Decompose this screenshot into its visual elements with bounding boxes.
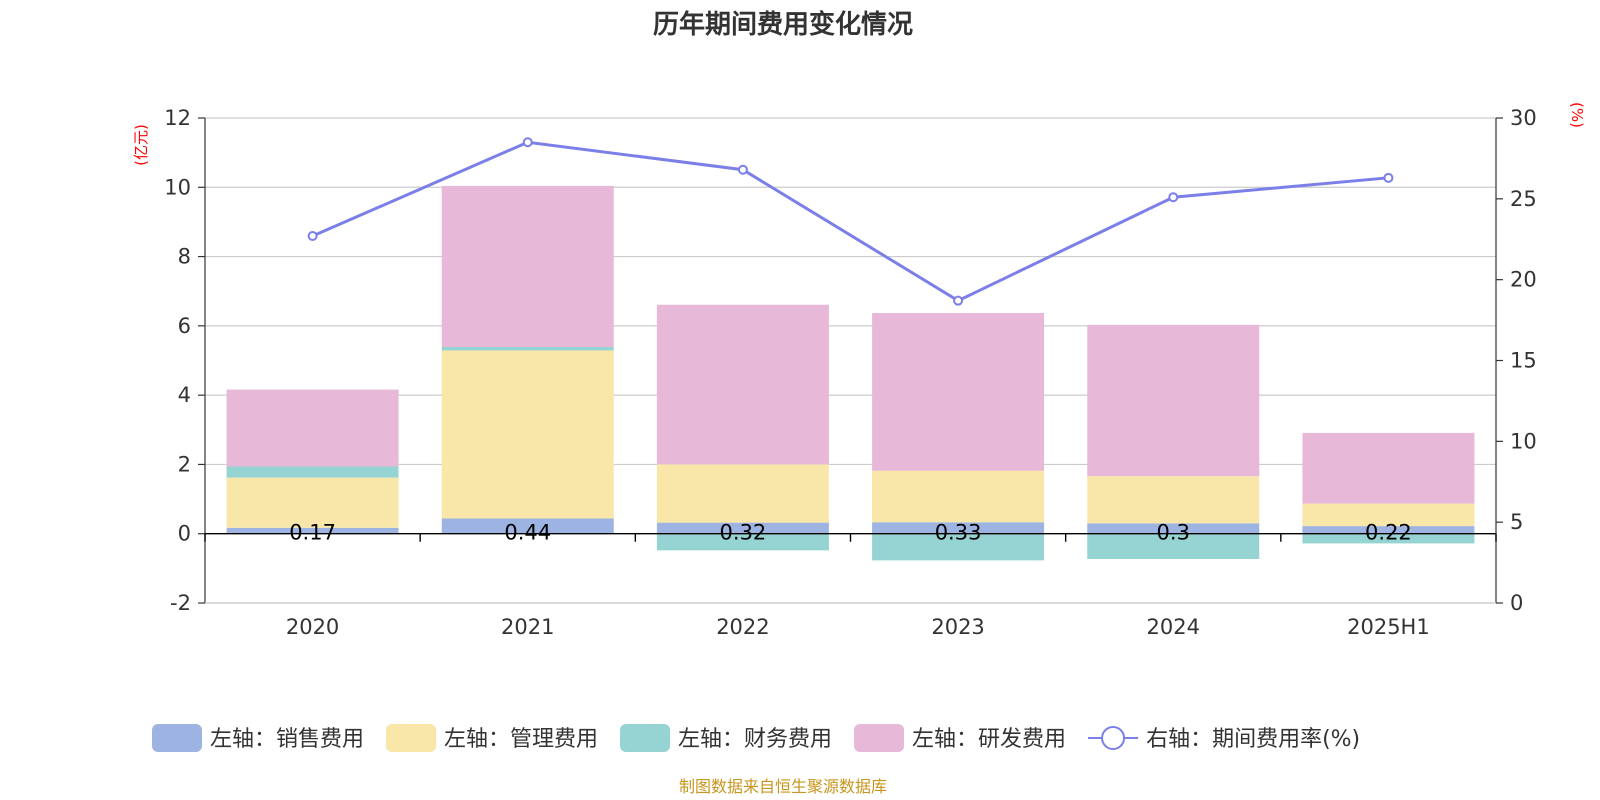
y-left-tick-label: 8 xyxy=(178,245,191,269)
bars xyxy=(226,185,1475,561)
x-tick-label: 2023 xyxy=(931,615,984,639)
bar-segment xyxy=(1302,533,1475,544)
bar-segment xyxy=(872,470,1045,523)
rate-point xyxy=(737,164,748,175)
bar-segment xyxy=(1087,324,1260,477)
y-right-unit-label: (%) xyxy=(1568,102,1586,128)
bar-segment xyxy=(872,533,1045,561)
bar-segment xyxy=(226,527,399,534)
bar-segment xyxy=(1302,526,1475,534)
x-tick-label: 2021 xyxy=(501,615,554,639)
bar-segment xyxy=(1087,476,1260,524)
rate-point xyxy=(307,231,318,242)
data-labels: 0.17 0.44 0.32 0.33 0.3 0.22 xyxy=(289,521,1412,545)
legend-label: 左轴：管理费用 xyxy=(444,727,598,752)
legend-swatch xyxy=(152,724,202,752)
bar-segment xyxy=(872,313,1045,471)
data-label: 0.32 xyxy=(720,521,767,545)
y-right-tick-label: 25 xyxy=(1510,187,1537,211)
x-tick-label: 2022 xyxy=(716,615,769,639)
bar-segment xyxy=(226,477,399,528)
legend-label: 左轴：销售费用 xyxy=(210,727,364,752)
chart-title: 历年期间费用变化情况 xyxy=(653,9,913,40)
bar-segment xyxy=(656,533,829,551)
y-left-tick-label: 2 xyxy=(178,452,191,476)
bar-segment xyxy=(872,522,1045,534)
legend-swatch xyxy=(620,724,671,752)
bar-segment xyxy=(1087,533,1260,560)
legend-label: 左轴：财务费用 xyxy=(678,727,832,752)
bar-segment xyxy=(656,522,829,534)
x-tick-label: 2025H1 xyxy=(1347,615,1430,639)
y-left-tick-label: 0 xyxy=(178,522,191,546)
data-label: 0.22 xyxy=(1365,521,1412,545)
source-footnote: 制图数据来自恒生聚源数据库 xyxy=(679,777,887,796)
bar-segment xyxy=(441,346,614,351)
y-left-unit-label: (亿元) xyxy=(132,124,150,166)
data-label: 0.3 xyxy=(1157,521,1190,545)
y-left-tick-label: 6 xyxy=(178,314,191,338)
y-left-tick-label: 4 xyxy=(178,383,191,407)
grid-lines xyxy=(205,117,1496,604)
bar-segment xyxy=(1302,503,1475,527)
rate-point xyxy=(1168,192,1179,203)
y-right-tick-label: 20 xyxy=(1510,268,1537,292)
bar-segment xyxy=(1087,523,1260,534)
data-label: 0.33 xyxy=(935,521,982,545)
bar-segment xyxy=(441,185,614,347)
bar-segment xyxy=(441,518,614,534)
y-right-tick-label: 5 xyxy=(1510,510,1523,534)
legend-swatch xyxy=(854,724,905,752)
legend-marker-icon xyxy=(1101,726,1126,750)
y-left-tick-label: 10 xyxy=(164,175,191,199)
y-right-tick-label: 30 xyxy=(1510,106,1537,130)
rate-line xyxy=(307,137,1394,306)
y-right-tick-label: 0 xyxy=(1510,591,1523,615)
bar-segment xyxy=(226,466,399,478)
x-tick-label: 2024 xyxy=(1147,615,1200,639)
data-label: 0.17 xyxy=(289,521,336,545)
rate-point xyxy=(1383,172,1394,183)
bar-segment xyxy=(1302,432,1475,504)
y-left-tick-label: 12 xyxy=(164,106,191,130)
y-right-tick-label: 15 xyxy=(1510,349,1537,373)
data-label: 0.44 xyxy=(504,521,551,545)
legend-swatch xyxy=(386,724,437,752)
rate-point xyxy=(522,137,533,148)
axes: -2 0 2 4 6 8 10 12 0 5 10 15 20 25 30 2020 2021 2022 2023 2… xyxy=(164,106,1536,639)
legend-label: 右轴：期间费用率(%) xyxy=(1146,727,1360,752)
legend: 左轴：销售费用 左轴：管理费用 左轴：财务费用 左轴：研发费用 右轴：期间费用率(%) xyxy=(152,724,1360,752)
y-left-tick-label: -2 xyxy=(170,591,191,615)
bar-segment xyxy=(226,389,399,467)
legend-label: 左轴：研发费用 xyxy=(912,727,1066,752)
rate-line-path xyxy=(311,140,1389,303)
bar-segment xyxy=(656,464,829,523)
y-right-tick-label: 10 xyxy=(1510,429,1537,453)
bar-segment xyxy=(441,350,614,519)
x-tick-label: 2020 xyxy=(286,615,339,639)
rate-point xyxy=(953,295,964,306)
bar-segment xyxy=(656,304,829,465)
